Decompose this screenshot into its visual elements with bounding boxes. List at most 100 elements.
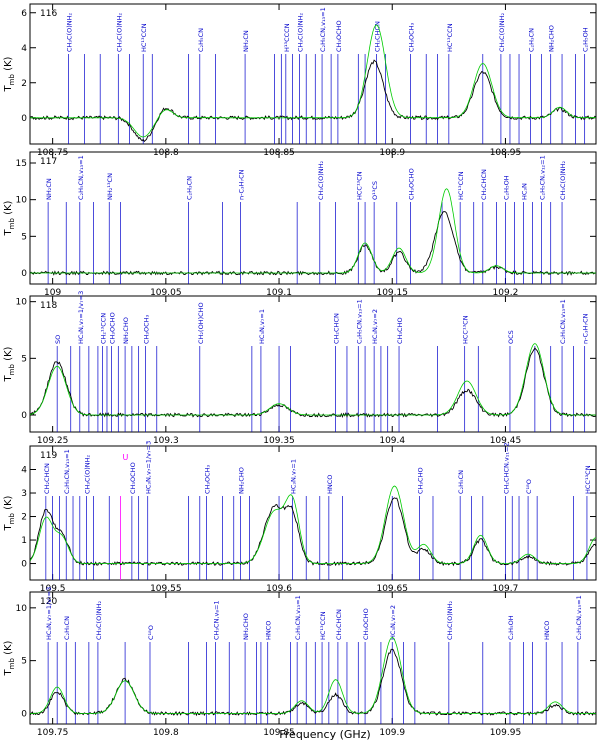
line-markers	[68, 54, 586, 144]
y-tick-label: 0	[21, 114, 27, 124]
line-label: CH₃C(O)NH₂	[95, 600, 103, 640]
observed-spectrum	[30, 211, 596, 276]
line-label: C₂H₅CN,v₁₃=1	[559, 299, 567, 344]
panel-frame	[29, 295, 597, 433]
y-tick-label: 0	[21, 560, 27, 570]
x-tick-label: 109.35	[263, 436, 295, 446]
line-label: CH₃C(O)NH₂	[296, 12, 304, 52]
line-label: CH₂CHCN	[373, 21, 381, 52]
model-spectrum	[30, 24, 596, 138]
line-label: HC₃N,v₇=1/v₇=3	[145, 441, 153, 494]
line-label: NH₂¹³CN	[106, 173, 114, 200]
line-label: C¹⁸O	[147, 625, 155, 640]
line-label: C₂H₅CN,v₁₃=1	[77, 155, 85, 200]
observed-spectrum	[30, 347, 596, 418]
y-tick-label: 15	[16, 159, 27, 169]
line-label: CH₃C(O)NH₂	[115, 12, 123, 52]
line-label: CH₃CN,v₈=1	[213, 600, 221, 640]
line-label: C₂H₅CN,v₁₃=1	[319, 7, 327, 52]
line-label: NH₂CHO	[122, 317, 130, 344]
line-label: C₂H₃CN,v₁₅=1	[575, 595, 583, 640]
panel-frame	[29, 151, 597, 285]
x-tick-label: 109.25	[37, 436, 69, 446]
line-label: NH₂CN	[242, 30, 250, 52]
line-label: CH₂CHCN	[333, 313, 341, 344]
y-tick-label: 5	[21, 657, 27, 667]
y-tick-label: 0	[21, 269, 27, 279]
observed-spectrum	[30, 648, 596, 717]
observed-spectrum	[30, 497, 596, 567]
line-label: HNCO	[543, 621, 551, 640]
line-label: CH₃C(O)NH₂	[65, 12, 73, 52]
x-tick-label: 109.2	[493, 288, 519, 298]
line-label: CH₃C(O)NH₂	[559, 160, 567, 200]
line-label: CH₃OCH₃	[142, 314, 150, 344]
line-label: HC₃N,v₇=1/v₇=3	[77, 291, 85, 344]
y-tick-label: 1	[21, 536, 27, 546]
line-label: CH₃C(O)NH₂	[498, 12, 506, 52]
line-label: HC₃N,v₇=1	[290, 459, 298, 494]
x-tick-label: 109.6	[266, 584, 292, 594]
line-label: CH₃OCHO	[335, 20, 343, 52]
y-axis-label: Tmb (K)	[3, 640, 16, 676]
line-label: OCS	[507, 330, 515, 344]
line-label: C₂H₅CN,v₁₃=1	[294, 595, 302, 640]
model-spectrum	[30, 636, 596, 714]
panel-frame	[29, 3, 597, 145]
x-tick-label: 109.8	[153, 728, 179, 738]
line-label: CH₃OCH₃	[204, 464, 212, 494]
line-label: HC₃N,v₇=1/v₇=3	[45, 587, 53, 640]
line-markers	[45, 496, 588, 580]
line-label: CH₂(OH)CHO	[197, 302, 205, 344]
line-label: O¹³CS	[371, 181, 379, 200]
line-label: HCC¹³CN	[462, 315, 470, 344]
x-tick-label: 109.55	[150, 584, 182, 594]
spectrum-panel-117: 117 Tmb (K) 0 5 10 15 109 109.05 109.1 109.15 109.…	[3, 151, 597, 298]
model-spectrum	[30, 343, 596, 416]
line-label: CH₃C(O)NH₂	[446, 600, 454, 640]
y-tick-label: 0	[21, 411, 27, 421]
line-label: C₂H₅CN,v₁₃=1	[63, 449, 71, 494]
line-label: HC¹³CCN	[446, 23, 454, 52]
line-label: NH₂CHO	[548, 25, 556, 52]
line-label: CH₃C(O)NH₂	[317, 160, 325, 200]
y-tick-label: 10	[16, 604, 28, 614]
model-spectrum	[30, 188, 596, 274]
x-axis-label: Frequency (GHz)	[279, 728, 370, 741]
line-label: CH₃OCH₃	[407, 22, 415, 52]
line-label: CH₃OCHO	[362, 608, 370, 640]
y-tick-label: 4	[21, 44, 27, 54]
y-tick-label: 10	[16, 196, 28, 206]
y-axis-label: Tmb (K)	[3, 56, 16, 92]
y-tick-label: 4	[21, 466, 27, 476]
y-tick-label: 6	[21, 9, 27, 19]
line-markers	[56, 346, 586, 432]
line-label: C₂H₅CN	[197, 28, 205, 52]
line-label: C₂H₅OH	[502, 175, 510, 200]
line-label: CH₂¹³CCN	[99, 313, 107, 344]
x-tick-label: 109.4	[379, 436, 405, 446]
line-label: HC₃N	[521, 183, 529, 200]
line-markers	[47, 202, 563, 284]
line-label: HNCO	[265, 621, 273, 640]
spectrum-panel-118: 118 Tmb (K) 0 5 10 109.25 109.3 109.35 109.4 109.…	[3, 291, 597, 446]
line-label: n-C₃H₇CN	[238, 169, 246, 200]
panel-number: 117	[40, 157, 57, 167]
line-label: n-C₃H₇CN	[582, 313, 590, 344]
panel-number: 116	[40, 9, 57, 19]
y-axis-label: Tmb (K)	[3, 495, 16, 531]
x-tick-label: 109.05	[150, 288, 182, 298]
line-label: NH₂CHO	[238, 467, 246, 494]
x-tick-label: 109.5	[40, 584, 66, 594]
line-label: C₂H₅CN,v₁₂=1	[539, 155, 547, 200]
line-label: CH₂CHCN	[335, 609, 343, 640]
y-tick-label: 5	[21, 354, 27, 364]
spectrum-panel-119: 119 Tmb (K) 0 1 2 3 4 109.5 109.55 109.6 109.65 109…	[3, 441, 597, 594]
observed-spectrum	[30, 59, 596, 143]
y-tick-label: 10	[16, 298, 28, 308]
line-label: CH₂CHCN	[480, 169, 488, 200]
line-label: HC¹³CCN	[319, 611, 327, 640]
line-label: CH₃C(O)NH₂	[84, 454, 92, 494]
line-label: C₂H₅CN	[63, 616, 71, 640]
